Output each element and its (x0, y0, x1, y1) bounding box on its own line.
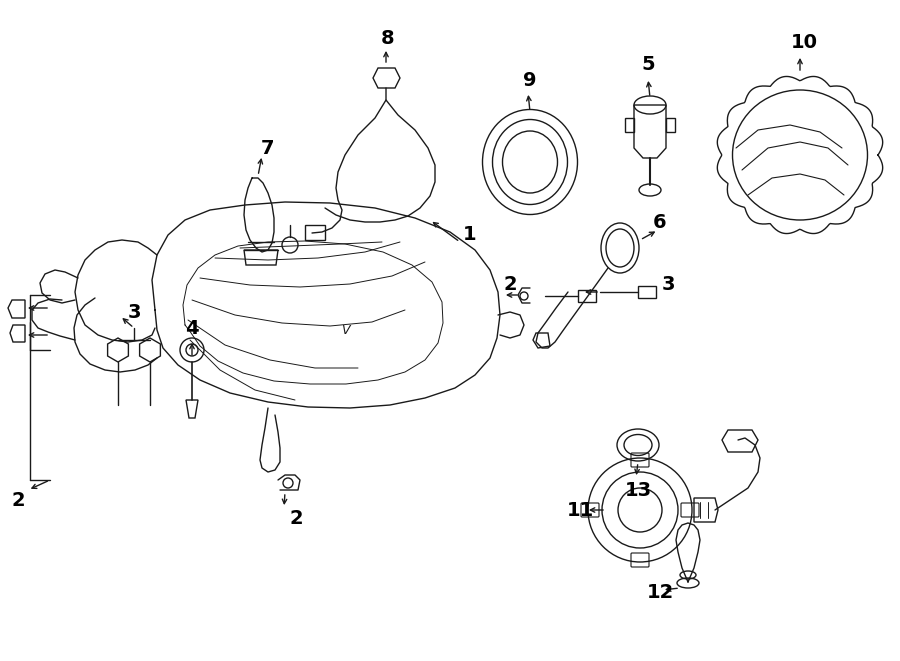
Text: 1: 1 (464, 225, 477, 245)
Text: 10: 10 (790, 32, 817, 52)
Text: 2: 2 (11, 490, 25, 510)
Text: 11: 11 (566, 500, 594, 520)
Text: 6: 6 (653, 212, 667, 231)
Text: 7: 7 (261, 139, 274, 157)
Text: 5: 5 (641, 56, 655, 75)
Text: 3: 3 (127, 303, 140, 321)
Text: 9: 9 (523, 71, 536, 89)
Text: 3: 3 (662, 276, 675, 295)
Text: 4: 4 (185, 319, 199, 338)
Text: 8: 8 (382, 28, 395, 48)
Text: 13: 13 (625, 481, 652, 500)
Text: 12: 12 (646, 582, 673, 602)
Text: 2: 2 (503, 276, 517, 295)
Text: V: V (341, 323, 349, 336)
Text: 2: 2 (289, 508, 302, 527)
